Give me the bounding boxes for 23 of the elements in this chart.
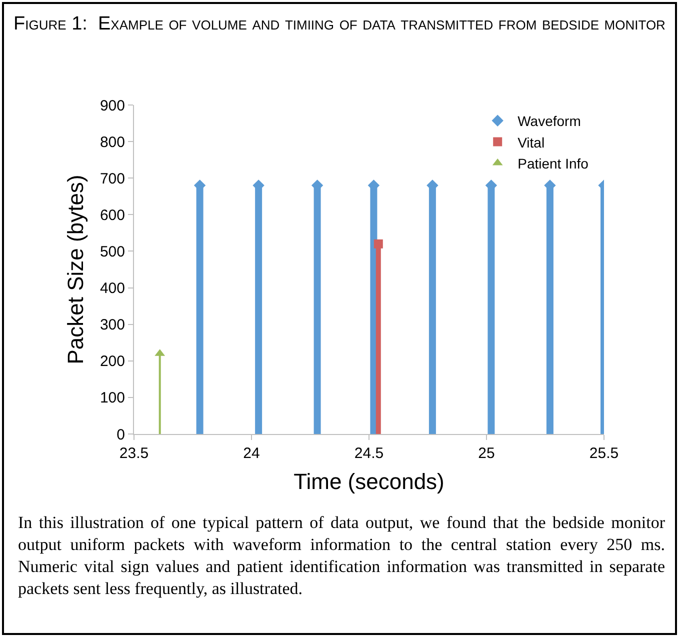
y-tick-label: 800 xyxy=(100,134,125,151)
y-tick-label: 900 xyxy=(100,97,125,114)
text: In this illustration of one typical pattern of data output, we found that the bedside monitor output uniform packets with waveform information to the central station every 250 ms. Numeric vital sign values and patient identification information was transmitted in separate packets sent less frequently, as illustrated. xyxy=(18,512,665,600)
y-tick-label: 0 xyxy=(116,426,125,444)
point xyxy=(374,239,383,248)
y-tick-label: 400 xyxy=(100,280,125,298)
x-tick-label: 23.5 xyxy=(119,445,149,462)
y-tick-label: 700 xyxy=(100,170,125,188)
x-tick-label: 25.5 xyxy=(589,445,619,462)
x-axis-title: Time (seconds) xyxy=(294,468,444,494)
x-tick-label: 25 xyxy=(478,445,495,462)
y-tick-label: 100 xyxy=(100,390,125,407)
y-axis-title: Packet Size (bytes) xyxy=(62,174,88,364)
legend-label: Waveform xyxy=(518,113,581,130)
x-tick-label: 24 xyxy=(243,445,260,462)
y-tick-label: 300 xyxy=(100,316,125,334)
y-tick-label: 200 xyxy=(100,353,125,370)
legend-label: Vital xyxy=(518,134,545,150)
y-tick-label: 500 xyxy=(100,243,125,260)
y-tick-label: 600 xyxy=(100,206,125,224)
chart-title: Figure 1: Example of volume and timiing of data transmitted from bedside monitor xyxy=(14,14,666,35)
legend-label: Patient Info xyxy=(518,155,589,172)
x-tick-label: 24.5 xyxy=(354,445,384,462)
